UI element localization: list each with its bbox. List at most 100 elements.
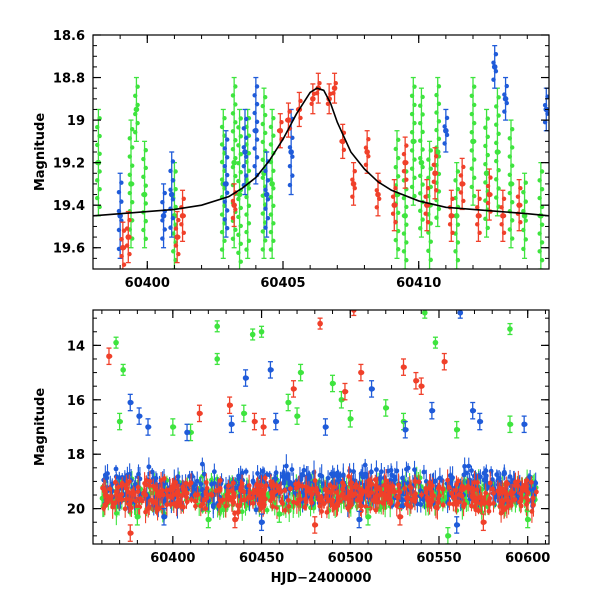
green-data-point bbox=[494, 158, 499, 164]
blue-data-point bbox=[290, 173, 295, 178]
green-data-point bbox=[143, 236, 148, 242]
blue-data-point bbox=[263, 168, 268, 174]
green-data-point bbox=[268, 247, 274, 252]
green-data-point bbox=[222, 238, 227, 244]
x-tick-label: 60550 bbox=[416, 551, 461, 566]
blue-data-point bbox=[225, 155, 230, 160]
y-tick-label: 19.4 bbox=[53, 199, 85, 214]
green-data-point bbox=[539, 257, 545, 263]
band-red-point bbox=[323, 486, 328, 492]
band-red-point bbox=[250, 495, 256, 500]
green-data-point bbox=[539, 222, 545, 227]
band-blue-point bbox=[243, 469, 249, 475]
top-data-marks bbox=[93, 44, 549, 269]
green-data-point bbox=[396, 155, 401, 161]
blue-data-point bbox=[274, 419, 280, 424]
green-data-point bbox=[507, 136, 512, 141]
band-blue-point bbox=[283, 463, 289, 469]
band-red-point bbox=[116, 497, 122, 503]
red-data-point bbox=[485, 183, 491, 189]
band-red-point bbox=[139, 498, 145, 504]
blue-data-point bbox=[502, 92, 507, 97]
band-red-point bbox=[429, 493, 435, 499]
red-data-point bbox=[233, 207, 238, 212]
green-data-point bbox=[496, 131, 501, 136]
green-data-point bbox=[483, 161, 488, 167]
blue-data-point bbox=[170, 159, 176, 164]
blue-data-point bbox=[170, 178, 176, 183]
band-blue-point bbox=[469, 468, 474, 474]
band-red-point bbox=[487, 495, 493, 501]
green-data-point bbox=[418, 138, 423, 143]
green-data-point bbox=[238, 152, 243, 157]
red-data-point bbox=[434, 171, 439, 176]
band-red-point bbox=[188, 497, 194, 503]
band-red-point bbox=[325, 498, 331, 504]
band-red-point bbox=[385, 484, 391, 489]
band-red-point bbox=[388, 499, 394, 505]
green-data-point bbox=[426, 175, 431, 181]
red-data-point bbox=[499, 222, 504, 227]
band-red-point bbox=[303, 484, 309, 490]
band-red-point bbox=[175, 490, 180, 496]
green-data-point bbox=[472, 193, 477, 199]
red-data-point bbox=[350, 177, 355, 182]
green-data-point bbox=[230, 93, 236, 98]
band-red-point bbox=[437, 493, 442, 498]
blue-data-point bbox=[222, 217, 227, 222]
band-red-point bbox=[147, 483, 152, 488]
green-data-point bbox=[510, 218, 515, 223]
band-blue-point bbox=[199, 487, 205, 493]
green-data-point bbox=[420, 217, 425, 222]
band-blue-point bbox=[501, 471, 507, 477]
green-data-point bbox=[141, 156, 146, 162]
red-data-point bbox=[262, 424, 267, 430]
green-data-point bbox=[236, 160, 241, 166]
green-data-point bbox=[236, 250, 241, 255]
band-red-point bbox=[237, 503, 243, 509]
red-data-point bbox=[447, 222, 453, 227]
green-data-point bbox=[420, 147, 425, 152]
band-blue-point bbox=[300, 472, 306, 478]
green-data-point bbox=[496, 149, 501, 155]
red-data-point bbox=[488, 175, 493, 180]
green-data-point bbox=[171, 424, 177, 430]
band-red-point bbox=[220, 497, 226, 503]
green-data-point bbox=[258, 328, 265, 335]
blue-data-point bbox=[444, 115, 450, 121]
green-data-point bbox=[469, 130, 474, 135]
band-red-point bbox=[123, 482, 129, 488]
band-red-point bbox=[352, 484, 358, 490]
green-data-point bbox=[434, 127, 439, 133]
band-red-point bbox=[472, 498, 478, 504]
red-data-point bbox=[107, 354, 113, 359]
red-data-point bbox=[501, 196, 507, 201]
band-red-point bbox=[487, 480, 493, 486]
band-green-point bbox=[239, 509, 245, 515]
green-data-point bbox=[230, 111, 236, 116]
band-red-point bbox=[143, 478, 149, 483]
band-red-point bbox=[454, 482, 459, 487]
green-data-point bbox=[233, 84, 238, 89]
green-data-point bbox=[268, 142, 274, 147]
band-red-point bbox=[180, 486, 186, 492]
band-red-point bbox=[395, 494, 401, 500]
blue-data-point bbox=[244, 116, 249, 122]
band-red-point bbox=[450, 501, 456, 507]
band-blue-point bbox=[439, 478, 445, 483]
green-data-point bbox=[494, 195, 499, 200]
green-data-point bbox=[135, 84, 140, 89]
band-red-point bbox=[461, 504, 466, 509]
green-data-point bbox=[219, 247, 225, 252]
green-data-point bbox=[455, 427, 461, 432]
band-red-point bbox=[150, 483, 156, 489]
red-data-point bbox=[401, 151, 407, 157]
green-data-point bbox=[263, 130, 268, 136]
band-red-point bbox=[440, 502, 446, 508]
band-blue-point bbox=[340, 472, 346, 478]
band-red-point bbox=[424, 495, 430, 500]
red-data-point bbox=[181, 196, 186, 201]
green-data-point bbox=[523, 199, 528, 204]
band-red-point bbox=[242, 497, 247, 503]
blue-data-point bbox=[254, 84, 260, 89]
